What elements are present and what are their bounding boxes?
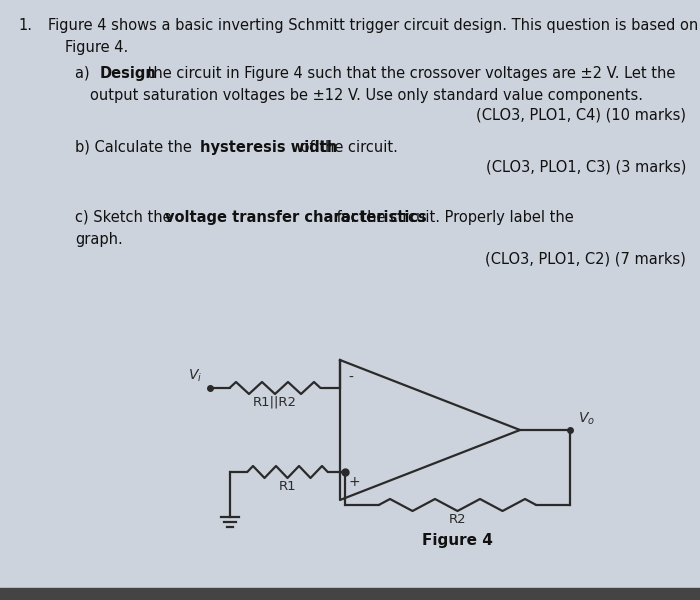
Text: +: +: [348, 475, 360, 489]
Text: Figure 4.: Figure 4.: [65, 40, 128, 55]
Text: (CLO3, PLO1, C3) (3 marks): (CLO3, PLO1, C3) (3 marks): [486, 160, 686, 175]
Text: Design: Design: [100, 66, 157, 81]
Text: $V_i$: $V_i$: [188, 368, 202, 384]
Text: $V_o$: $V_o$: [578, 410, 595, 427]
Text: R1||R2: R1||R2: [253, 396, 297, 409]
Text: R1: R1: [279, 480, 296, 493]
Text: of the circuit.: of the circuit.: [296, 140, 398, 155]
Text: b) Calculate the: b) Calculate the: [75, 140, 197, 155]
Text: (CLO3, PLO1, C4) (10 marks): (CLO3, PLO1, C4) (10 marks): [476, 108, 686, 123]
Text: (CLO3, PLO1, C2) (7 marks): (CLO3, PLO1, C2) (7 marks): [485, 252, 686, 267]
Text: voltage transfer characteristics: voltage transfer characteristics: [165, 210, 427, 225]
Text: hysteresis width: hysteresis width: [200, 140, 337, 155]
Text: the circuit in Figure 4 such that the crossover voltages are ±2 V. Let the: the circuit in Figure 4 such that the cr…: [143, 66, 676, 81]
Text: for the circuit. Properly label the: for the circuit. Properly label the: [332, 210, 574, 225]
Text: -: -: [348, 371, 353, 385]
Text: Figure 4: Figure 4: [422, 533, 493, 548]
Text: c) Sketch the: c) Sketch the: [75, 210, 176, 225]
Text: graph.: graph.: [75, 232, 122, 247]
Text: a): a): [75, 66, 94, 81]
Text: Figure 4 shows a basic inverting Schmitt trigger circuit design. This question i: Figure 4 shows a basic inverting Schmitt…: [48, 18, 699, 33]
Text: 1.: 1.: [18, 18, 32, 33]
Text: output saturation voltages be ±12 V. Use only standard value components.: output saturation voltages be ±12 V. Use…: [90, 88, 643, 103]
Text: R2: R2: [449, 513, 466, 526]
